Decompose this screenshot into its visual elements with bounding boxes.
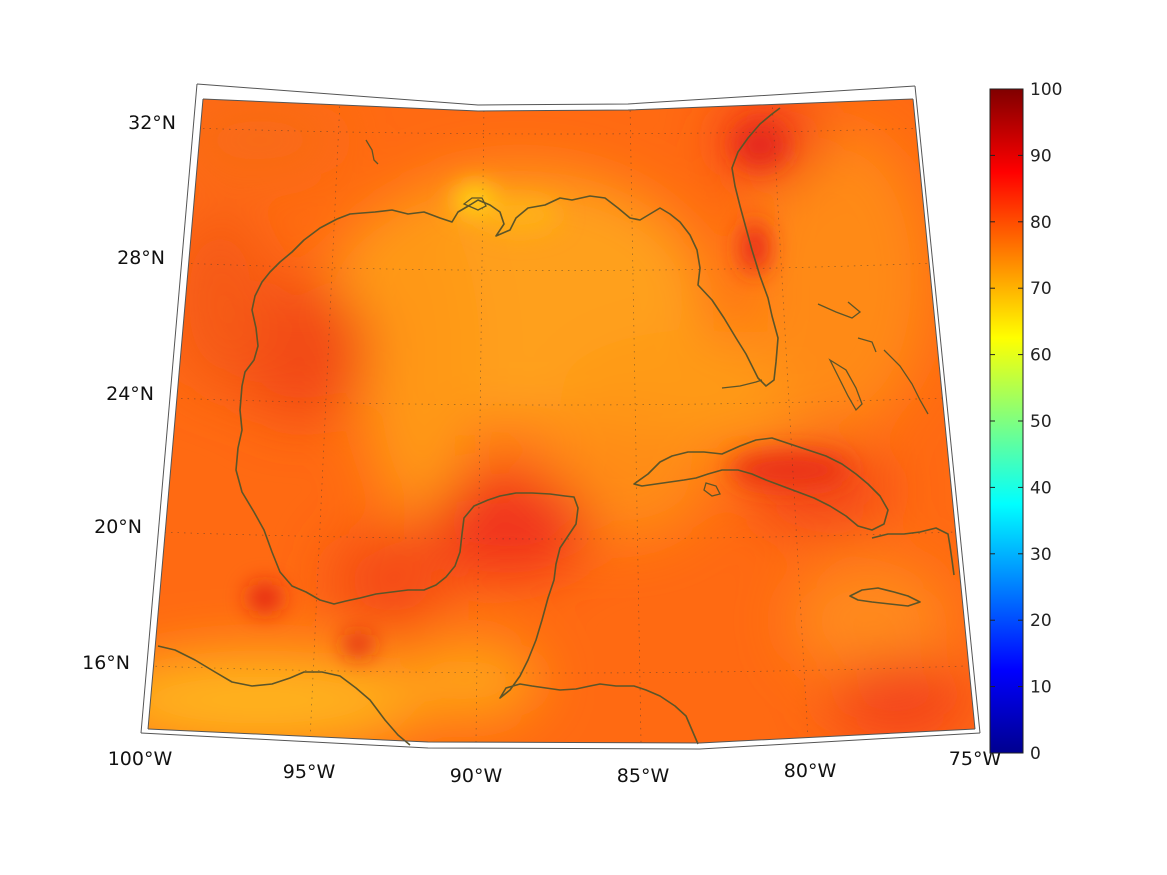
colorbar-gradient (989, 88, 1024, 754)
colorbar-tick-label: 20 (1030, 611, 1052, 631)
colorbar-tick-label: 0 (1030, 744, 1041, 764)
lat-label-32n: 32°N (128, 112, 176, 134)
colorbar-tick-label: 90 (1030, 146, 1052, 166)
colorbar-tick-label: 50 (1030, 412, 1052, 432)
lon-label-75w: 75°W (949, 748, 1002, 770)
colorbar-tick-label: 10 (1030, 678, 1052, 698)
colorbar-tick-label: 80 (1030, 213, 1052, 233)
lat-label-28n: 28°N (117, 247, 165, 269)
lat-label-24n: 24°N (106, 383, 154, 405)
colorbar-tick-label: 30 (1030, 545, 1052, 565)
coastline (157, 107, 955, 746)
colorbar-tick-label: 40 (1030, 478, 1052, 498)
lon-label-85w: 85°W (617, 765, 670, 787)
colorbar-ticks: 0 10 20 30 40 50 60 70 80 90 100 (990, 80, 1062, 764)
colorbar-tick-label: 100 (1030, 80, 1062, 100)
longitude-labels: 100°W 95°W 90°W 85°W 80°W 75°W (108, 748, 1002, 787)
lon-label-80w: 80°W (784, 760, 837, 782)
colorbar-tick-label: 60 (1030, 346, 1052, 366)
lon-label-100w: 100°W (108, 748, 173, 770)
lat-label-20n: 20°N (94, 516, 142, 538)
lon-label-95w: 95°W (283, 761, 336, 783)
colorbar: 0 10 20 30 40 50 60 70 80 90 100 (989, 80, 1062, 764)
data-field (148, 99, 975, 743)
map-frame (140, 83, 981, 750)
lat-label-16n: 16°N (82, 652, 130, 674)
graticule (148, 99, 966, 743)
colorbar-tick-label: 70 (1030, 279, 1052, 299)
lon-label-90w: 90°W (450, 765, 503, 787)
latitude-labels: 32°N 28°N 24°N 20°N 16°N (82, 112, 176, 674)
